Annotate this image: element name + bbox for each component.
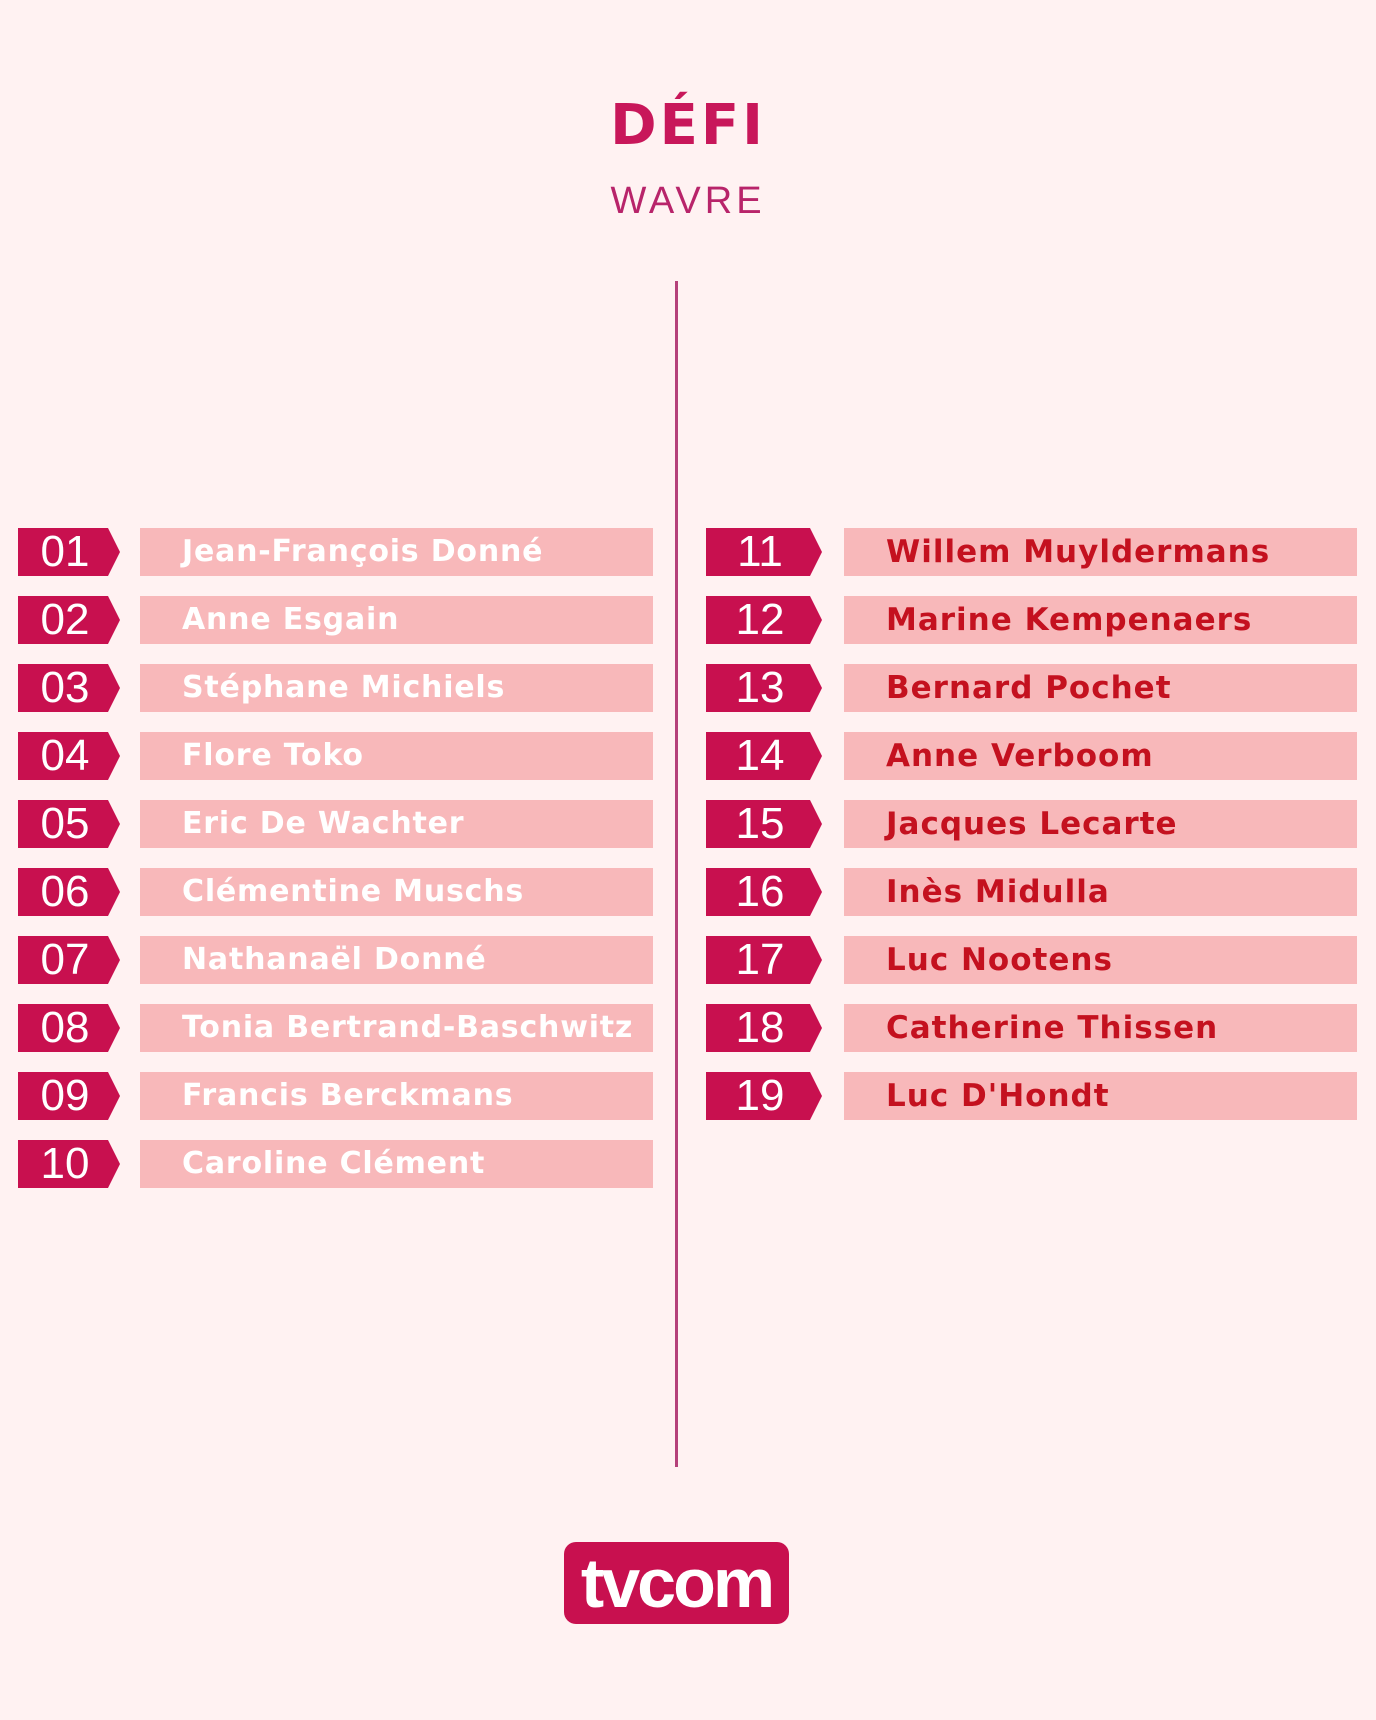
candidate-name: Tonia Bertrand-Baschwitz — [182, 1010, 634, 1045]
candidate-name-bar: Luc D'Hondt — [844, 1072, 1357, 1120]
list-item: 04 Flore Toko — [18, 732, 670, 780]
candidate-number: 19 — [706, 1072, 822, 1120]
candidate-number: 03 — [18, 664, 120, 712]
list-item: 08 Tonia Bertrand-Baschwitz — [18, 1004, 670, 1052]
candidate-name-bar: Flore Toko — [140, 732, 653, 780]
page-title: DÉFI — [610, 93, 766, 158]
candidate-name: Bernard Pochet — [886, 670, 1172, 706]
candidate-list-left: 01 Jean-François Donné 02 Anne Esgain 03… — [18, 528, 670, 1208]
candidate-name: Luc D'Hondt — [886, 1078, 1110, 1114]
candidate-number: 04 — [18, 732, 120, 780]
candidate-name-bar: Caroline Clément — [140, 1140, 653, 1188]
list-item: 18 Catherine Thissen — [706, 1004, 1358, 1052]
candidate-name-bar: Eric De Wachter — [140, 800, 653, 848]
candidate-name: Stéphane Michiels — [182, 670, 506, 705]
candidate-number: 15 — [706, 800, 822, 848]
candidate-name-bar: Tonia Bertrand-Baschwitz — [140, 1004, 653, 1052]
candidate-name-bar: Nathanaël Donné — [140, 936, 653, 984]
list-item: 16 Inès Midulla — [706, 868, 1358, 916]
candidate-number: 05 — [18, 800, 120, 848]
candidate-number: 16 — [706, 868, 822, 916]
candidate-number: 11 — [706, 528, 822, 576]
list-item: 12 Marine Kempenaers — [706, 596, 1358, 644]
candidate-name-bar: Marine Kempenaers — [844, 596, 1357, 644]
list-item: 03 Stéphane Michiels — [18, 664, 670, 712]
candidate-name: Anne Verboom — [886, 738, 1154, 774]
list-item: 19 Luc D'Hondt — [706, 1072, 1358, 1120]
candidate-number: 18 — [706, 1004, 822, 1052]
candidate-name: Inès Midulla — [886, 874, 1110, 910]
candidate-number: 09 — [18, 1072, 120, 1120]
list-item: 17 Luc Nootens — [706, 936, 1358, 984]
candidate-name: Catherine Thissen — [886, 1010, 1219, 1046]
list-item: 01 Jean-François Donné — [18, 528, 670, 576]
candidate-name-bar: Bernard Pochet — [844, 664, 1357, 712]
candidate-name-bar: Jacques Lecarte — [844, 800, 1357, 848]
list-item: 05 Eric De Wachter — [18, 800, 670, 848]
list-item: 11 Willem Muyldermans — [706, 528, 1358, 576]
list-item: 15 Jacques Lecarte — [706, 800, 1358, 848]
list-item: 02 Anne Esgain — [18, 596, 670, 644]
candidate-number: 10 — [18, 1140, 120, 1188]
candidate-name-bar: Anne Esgain — [140, 596, 653, 644]
candidate-name: Flore Toko — [182, 738, 364, 773]
list-item: 10 Caroline Clément — [18, 1140, 670, 1188]
candidate-number: 08 — [18, 1004, 120, 1052]
list-item: 07 Nathanaël Donné — [18, 936, 670, 984]
candidate-name-bar: Francis Berckmans — [140, 1072, 653, 1120]
candidate-name: Willem Muyldermans — [886, 534, 1271, 570]
page-subtitle: WAVRE — [610, 180, 766, 222]
candidate-name-bar: Anne Verboom — [844, 732, 1357, 780]
candidate-name-bar: Luc Nootens — [844, 936, 1357, 984]
candidate-name: Jean-François Donné — [182, 534, 544, 569]
candidate-name-bar: Willem Muyldermans — [844, 528, 1357, 576]
candidate-list-right: 11 Willem Muyldermans 12 Marine Kempenae… — [706, 528, 1358, 1140]
candidate-name: Caroline Clément — [182, 1146, 486, 1181]
candidate-number: 14 — [706, 732, 822, 780]
candidate-name-bar: Clémentine Muschs — [140, 868, 653, 916]
candidate-number: 17 — [706, 936, 822, 984]
candidate-name-bar: Jean-François Donné — [140, 528, 653, 576]
candidate-number: 06 — [18, 868, 120, 916]
list-item: 09 Francis Berckmans — [18, 1072, 670, 1120]
candidate-name: Marine Kempenaers — [886, 602, 1253, 638]
candidate-number: 07 — [18, 936, 120, 984]
candidate-name: Clémentine Muschs — [182, 874, 525, 909]
candidate-number: 02 — [18, 596, 120, 644]
list-item: 13 Bernard Pochet — [706, 664, 1358, 712]
list-item: 14 Anne Verboom — [706, 732, 1358, 780]
list-item: 06 Clémentine Muschs — [18, 868, 670, 916]
candidate-name-bar: Catherine Thissen — [844, 1004, 1357, 1052]
candidate-number: 12 — [706, 596, 822, 644]
candidate-name: Luc Nootens — [886, 942, 1113, 978]
candidate-name: Anne Esgain — [182, 602, 400, 637]
candidate-name: Francis Berckmans — [182, 1078, 514, 1113]
tvcom-logo: tvcom — [564, 1542, 789, 1624]
candidate-name: Eric De Wachter — [182, 806, 465, 841]
candidate-number: 13 — [706, 664, 822, 712]
candidate-number: 01 — [18, 528, 120, 576]
candidate-name-bar: Stéphane Michiels — [140, 664, 653, 712]
candidate-name: Nathanaël Donné — [182, 942, 487, 977]
candidate-name: Jacques Lecarte — [886, 806, 1178, 842]
candidate-name-bar: Inès Midulla — [844, 868, 1357, 916]
column-divider — [675, 281, 678, 1467]
